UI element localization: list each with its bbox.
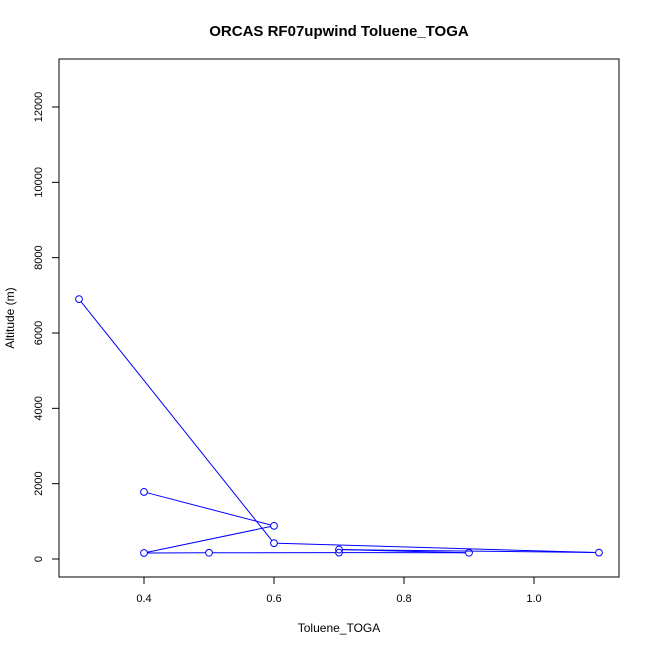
series-segment [342, 549, 466, 554]
data-point [270, 539, 278, 548]
y-tick-label: 4000 [33, 396, 45, 420]
y-axis-label: Altitude (m) [3, 287, 17, 348]
data-point [140, 549, 148, 557]
data-point [140, 488, 148, 496]
series-lines [80, 301, 596, 554]
y-tick-label: 2000 [33, 471, 45, 495]
x-tick-label: 0.6 [266, 593, 281, 605]
data-point [75, 295, 83, 304]
y-tick-label: 10000 [33, 167, 45, 198]
y-axis: 0 2000 4000 6000 8000 10000 12000 [33, 92, 59, 562]
data-point [270, 521, 278, 530]
x-tick-label: 0.8 [396, 593, 411, 605]
series-segment [277, 542, 596, 553]
x-tick-label: 0.4 [136, 593, 151, 605]
series-points [75, 295, 603, 557]
data-point [465, 548, 473, 557]
data-point [335, 548, 343, 557]
y-tick-label: 12000 [33, 92, 45, 123]
y-tick-label: 0 [33, 556, 45, 562]
y-tick-label: 6000 [33, 321, 45, 345]
series-segment [342, 549, 596, 554]
series-segment [80, 301, 273, 541]
series-segment [147, 526, 271, 553]
data-point [205, 548, 213, 557]
x-axis: 0.4 0.6 0.8 1.0 [136, 577, 542, 605]
series-segment [147, 492, 271, 526]
data-point [335, 545, 343, 554]
data-point [595, 548, 603, 557]
x-axis-label: Toluene_TOGA [298, 621, 381, 635]
y-tick-label: 8000 [33, 245, 45, 269]
x-tick-label: 1.0 [526, 593, 541, 605]
plot-frame [58, 58, 620, 578]
chart-title: ORCAS RF07upwind Toluene_TOGA [209, 23, 469, 40]
